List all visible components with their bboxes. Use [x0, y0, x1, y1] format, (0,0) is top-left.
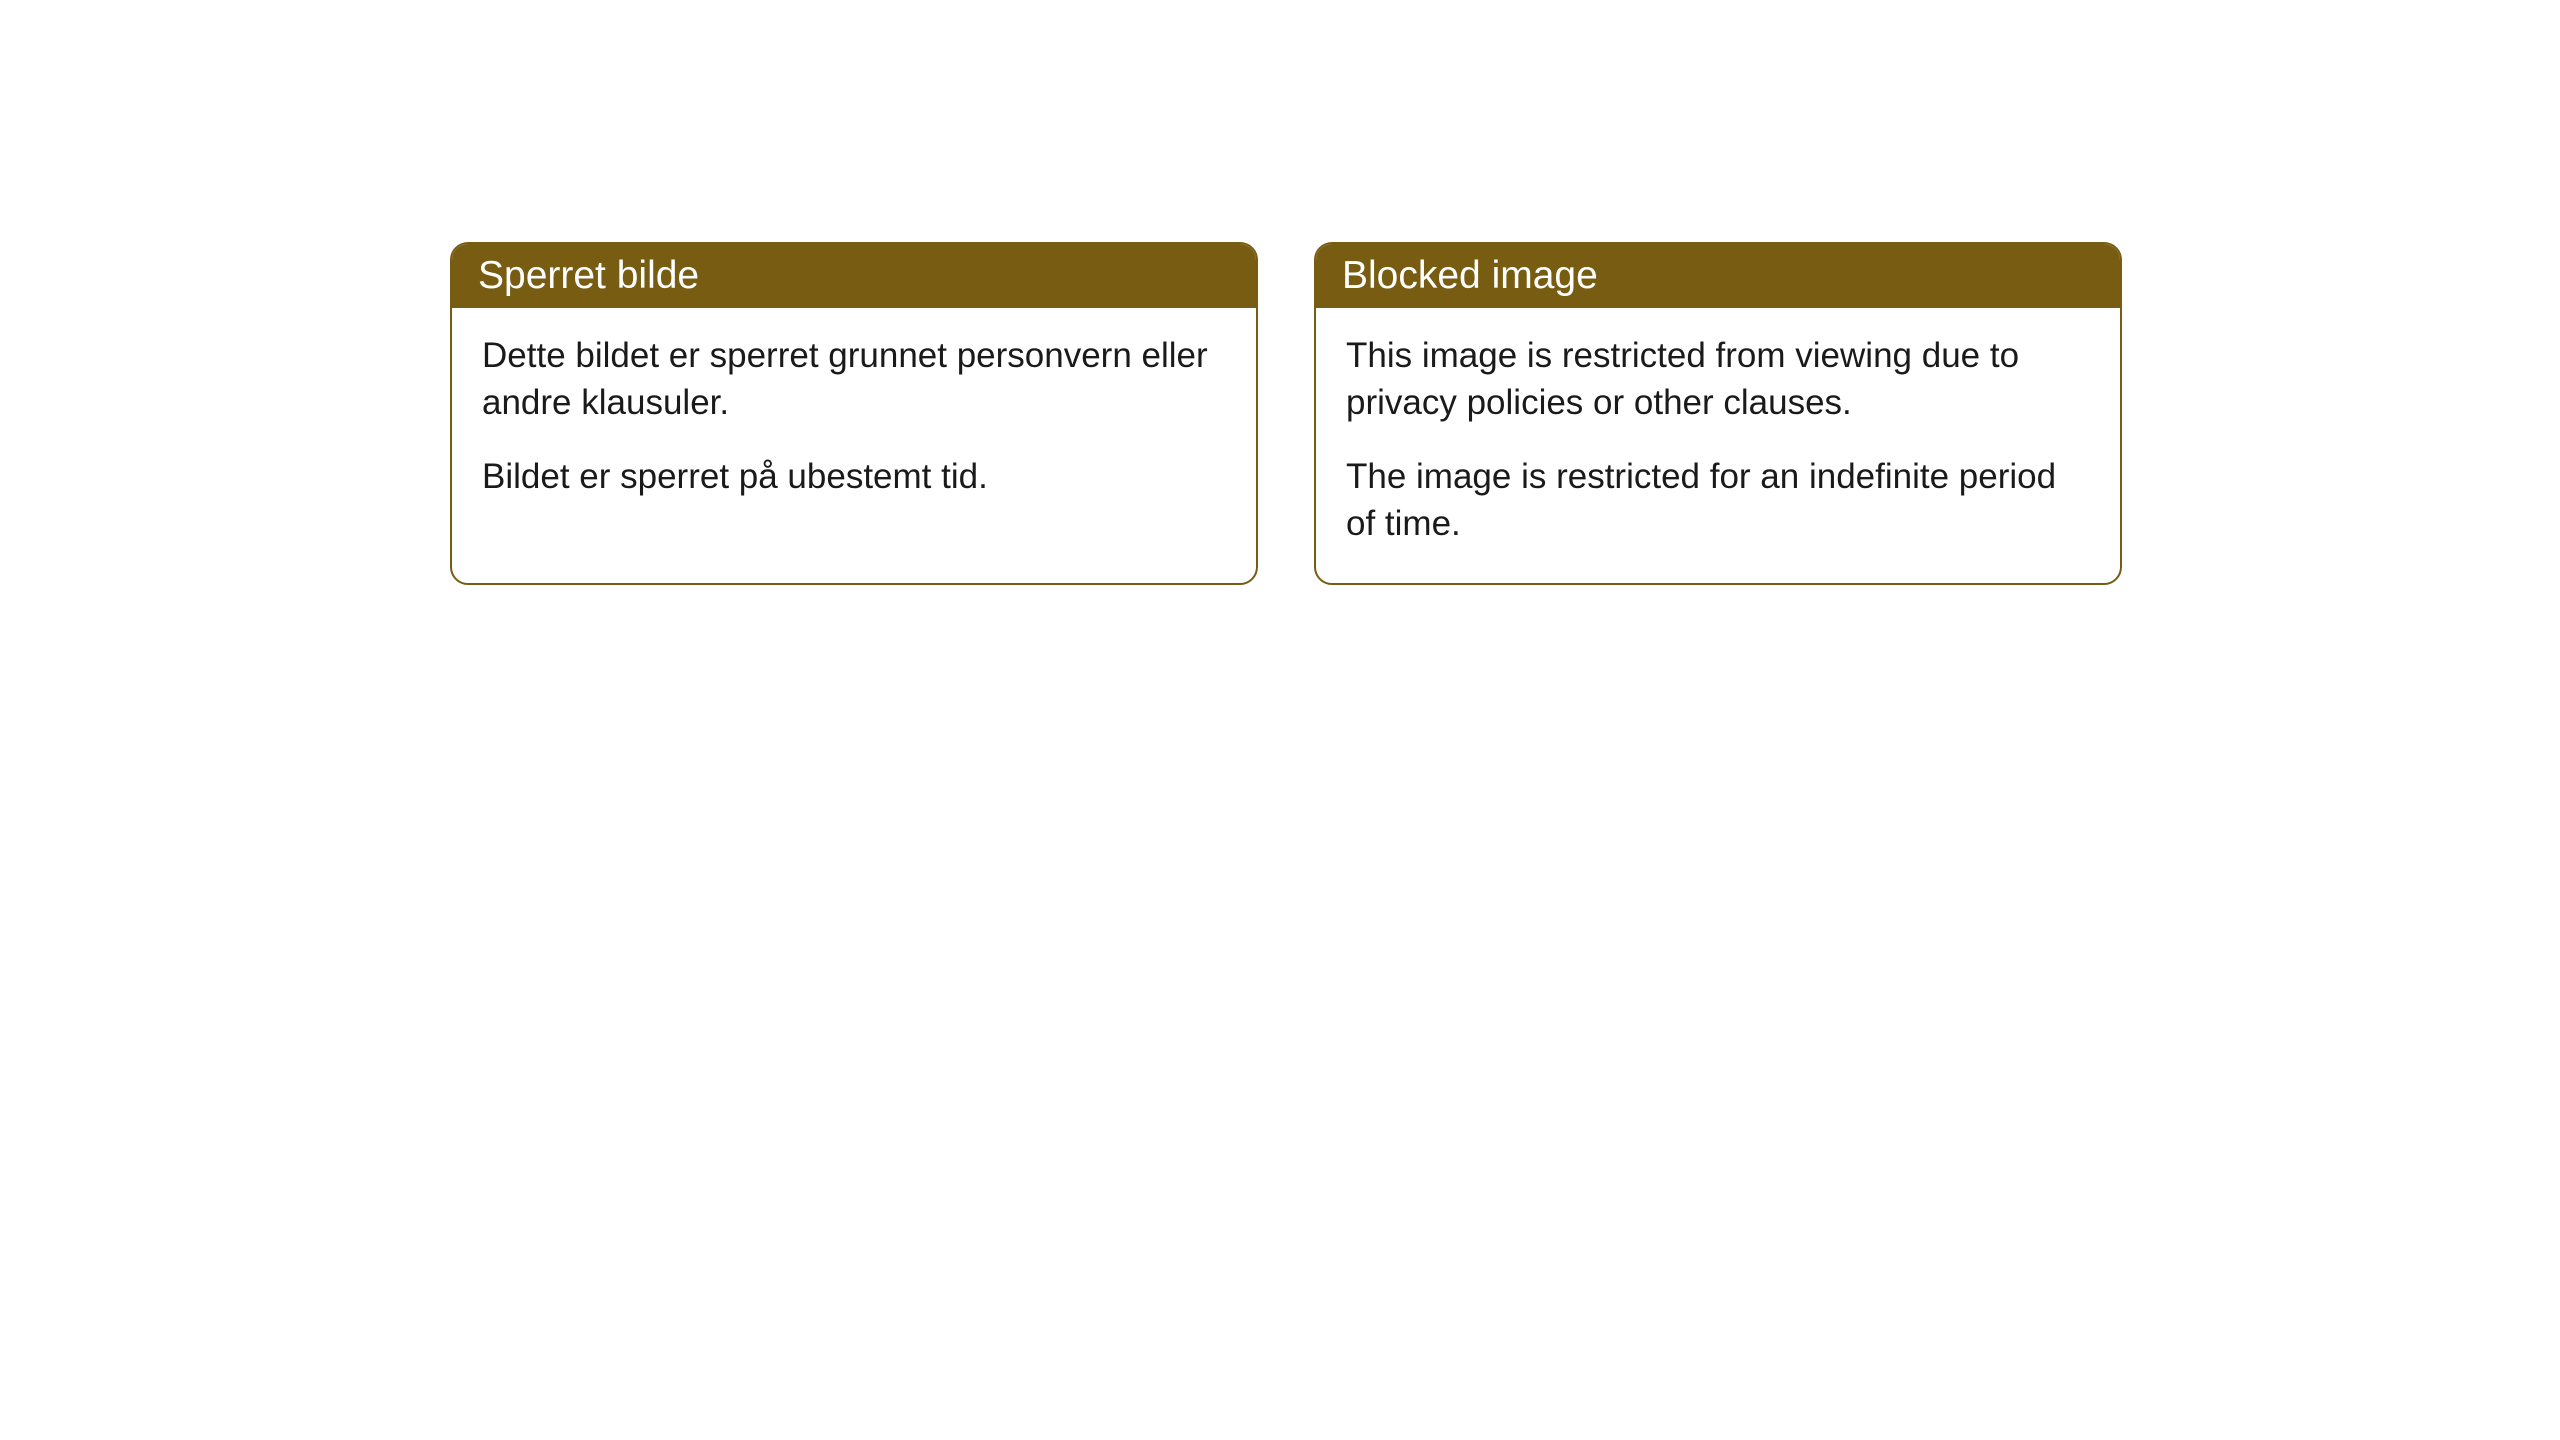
card-body-no: Dette bildet er sperret grunnet personve…: [452, 308, 1256, 536]
card-paragraph-no-2: Bildet er sperret på ubestemt tid.: [482, 453, 1226, 500]
blocked-image-card-en: Blocked image This image is restricted f…: [1314, 242, 2122, 585]
card-body-en: This image is restricted from viewing du…: [1316, 308, 2120, 583]
card-paragraph-en-2: The image is restricted for an indefinit…: [1346, 453, 2090, 548]
card-paragraph-no-1: Dette bildet er sperret grunnet personve…: [482, 332, 1226, 427]
card-header-no: Sperret bilde: [452, 244, 1256, 308]
notice-card-container: Sperret bilde Dette bildet er sperret gr…: [450, 242, 2122, 585]
blocked-image-card-no: Sperret bilde Dette bildet er sperret gr…: [450, 242, 1258, 585]
card-paragraph-en-1: This image is restricted from viewing du…: [1346, 332, 2090, 427]
card-header-en: Blocked image: [1316, 244, 2120, 308]
